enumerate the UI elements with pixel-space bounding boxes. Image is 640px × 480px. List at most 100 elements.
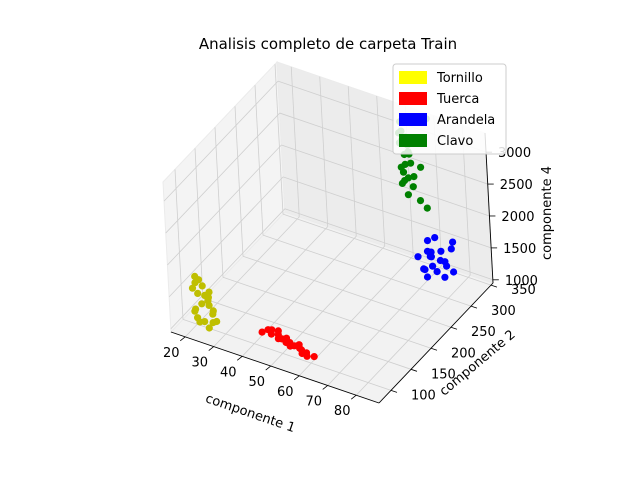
y-tick-mark: [430, 347, 438, 351]
x-grid-line: [319, 76, 329, 227]
x-grid-line: [213, 226, 329, 347]
z-axis-label: componente 4: [540, 166, 555, 260]
y-grid-line: [214, 127, 224, 278]
x-tick-mark: [179, 336, 186, 342]
point-clavo: [401, 177, 409, 185]
point-tornillo: [188, 284, 197, 292]
z-grid-line: [165, 112, 281, 234]
y-tick-label: 250: [471, 325, 496, 340]
legend: Tornillo Tuerca Arandela Clavo: [392, 63, 507, 155]
point-tuerca: [310, 353, 318, 361]
point-arandela: [431, 234, 439, 242]
y-grid-line: [174, 169, 184, 320]
point-tornillo: [196, 318, 204, 326]
point-arandela: [450, 268, 458, 276]
point-tuerca: [274, 335, 282, 343]
point-clavo: [417, 163, 425, 171]
x-grid-line: [184, 216, 300, 338]
x-tick-label: 30: [191, 356, 208, 371]
point-arandela: [437, 247, 445, 255]
y-tick-label: 350: [511, 283, 536, 298]
point-tuerca: [282, 338, 290, 347]
z-tick-label: 1500: [503, 242, 536, 257]
legend-label: Clavo: [437, 134, 473, 149]
x-tick-mark: [322, 385, 328, 390]
point-clavo: [399, 168, 408, 176]
y-grid-line: [182, 318, 392, 391]
point-clavo: [416, 197, 425, 205]
y-tick-label: 200: [451, 346, 476, 361]
y-tick-mark: [450, 326, 458, 330]
point-tornillo: [205, 301, 213, 309]
point-tuerca: [258, 328, 266, 336]
point-tornillo: [205, 288, 213, 296]
legend-swatch: [399, 92, 427, 105]
point-clavo: [423, 204, 431, 212]
x-tick-mark: [293, 375, 300, 381]
y-grid-line: [202, 297, 412, 370]
point-arandela: [433, 268, 441, 276]
x-tick-label: 60: [277, 385, 294, 400]
z-tick-label: 2000: [501, 210, 534, 225]
legend-swatch: [399, 71, 427, 84]
point-arandela: [414, 253, 422, 261]
x-grid-line: [290, 66, 300, 217]
x-tick-mark: [265, 365, 271, 371]
y-grid-line: [234, 106, 244, 257]
z-tick-label: 2500: [500, 178, 533, 193]
x-tick-mark: [236, 356, 243, 361]
z-grid-line: [281, 144, 490, 217]
legend-box: [392, 63, 507, 155]
x-grid-line: [298, 255, 414, 377]
z-grid-line: [284, 208, 493, 281]
z-grid-line: [167, 144, 282, 266]
point-arandela: [423, 237, 432, 245]
point-clavo: [404, 191, 412, 199]
y-grid-line: [194, 148, 204, 299]
y-tick-mark: [470, 305, 478, 309]
point-clavo: [407, 159, 415, 167]
legend-label: Arandela: [437, 113, 495, 128]
point-tuerca: [274, 327, 282, 335]
z-tick-label: 1000: [505, 274, 538, 289]
point-arandela: [420, 265, 428, 273]
y-grid-line: [274, 64, 284, 215]
z-grid-line: [163, 80, 279, 202]
point-arandela: [429, 262, 437, 270]
x-grid-line: [347, 86, 357, 237]
point-arandela: [441, 273, 449, 281]
x-grid-line: [241, 236, 357, 357]
point-arandela: [423, 273, 432, 281]
legend-label: Tornillo: [436, 71, 483, 86]
y-axis-line: [378, 282, 494, 404]
point-tuerca: [296, 344, 304, 352]
point-arandela: [447, 245, 455, 253]
y-grid-line: [242, 255, 452, 328]
legend-swatch: [399, 134, 427, 147]
z-grid-line: [168, 176, 284, 298]
x-grid-line: [327, 265, 443, 386]
y-tick-label: 150: [431, 367, 456, 382]
point-tuerca: [267, 330, 275, 338]
point-arandela: [426, 252, 434, 260]
legend-swatch: [399, 113, 427, 126]
axis-panes: [162, 60, 494, 404]
point-tornillo: [205, 324, 213, 332]
point-tornillo: [191, 307, 199, 315]
y-grid-line: [222, 276, 432, 349]
x-tick-label: 70: [305, 394, 322, 409]
point-arandela: [436, 256, 444, 265]
y-tick-label: 300: [491, 304, 516, 319]
point-tornillo: [198, 300, 206, 308]
point-tornillo: [194, 276, 203, 284]
z-grid-line: [170, 208, 286, 330]
y-tick-label: 100: [411, 388, 436, 403]
z-grid-line: [282, 176, 492, 249]
x-tick-label: 20: [163, 346, 180, 361]
point-tornillo: [194, 289, 202, 297]
x-grid-line: [376, 96, 386, 247]
x-tick-mark: [350, 394, 357, 400]
y-grid-line: [262, 234, 472, 307]
point-tornillo: [198, 282, 206, 290]
x-axis-line: [170, 331, 380, 404]
